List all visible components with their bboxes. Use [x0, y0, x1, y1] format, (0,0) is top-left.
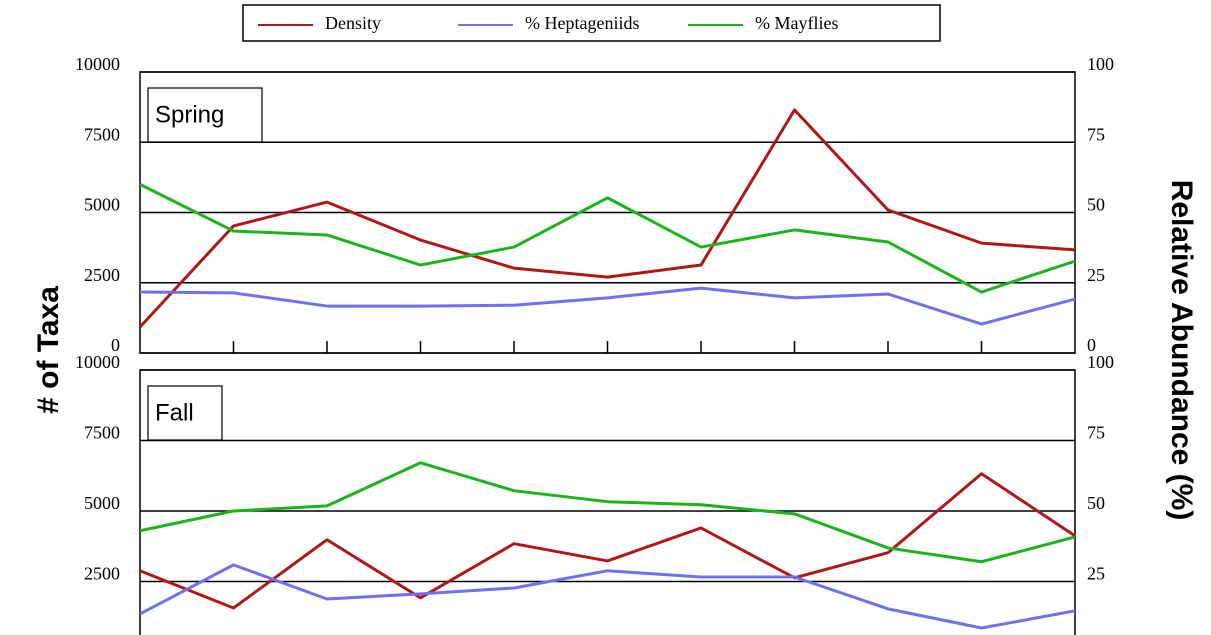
- y2-tick-label: 100: [1087, 54, 1114, 74]
- series-line: [139, 183, 1076, 294]
- panel-label: Spring: [155, 101, 224, 128]
- y-tick-label: 10000: [75, 54, 120, 74]
- y2-tick-label: 50: [1087, 195, 1105, 215]
- panel-label-box: [147, 87, 263, 143]
- y-tick-label: 0: [111, 335, 120, 355]
- y2-tick-label: 100: [1087, 352, 1114, 372]
- y-tick-label: 5000: [84, 195, 120, 215]
- legend-label: Density: [325, 13, 381, 33]
- y-tick-label: 2500: [84, 265, 120, 285]
- series-line: [139, 286, 1076, 326]
- y2-tick-label: 25: [1087, 564, 1105, 584]
- legend-label: % Heptageniids: [525, 13, 639, 33]
- series-line: [138, 108, 1076, 329]
- panel-label-box: [147, 385, 223, 441]
- legend-label: % Mayflies: [755, 13, 838, 33]
- y2-tick-label: 75: [1087, 124, 1105, 144]
- y-axis-title: # of Taxa: [32, 286, 65, 414]
- legend-box: [242, 4, 941, 42]
- y2-tick-label: 50: [1087, 493, 1105, 513]
- series-line: [139, 461, 1076, 564]
- series-line: [139, 563, 1076, 630]
- panel-label: Fall: [155, 399, 194, 426]
- y-tick-label: 2500: [84, 564, 120, 584]
- y2-tick-label: 0: [1087, 335, 1096, 355]
- y2-axis-title: Relative Abundance (%): [1165, 180, 1198, 521]
- y-tick-label: 7500: [84, 423, 120, 443]
- y-tick-label: 10000: [75, 352, 120, 372]
- y2-tick-label: 75: [1087, 423, 1105, 443]
- y-tick-label: 7500: [84, 124, 120, 144]
- y2-tick-label: 25: [1087, 265, 1105, 285]
- y-tick-label: 5000: [84, 493, 120, 513]
- series-line: [139, 472, 1076, 610]
